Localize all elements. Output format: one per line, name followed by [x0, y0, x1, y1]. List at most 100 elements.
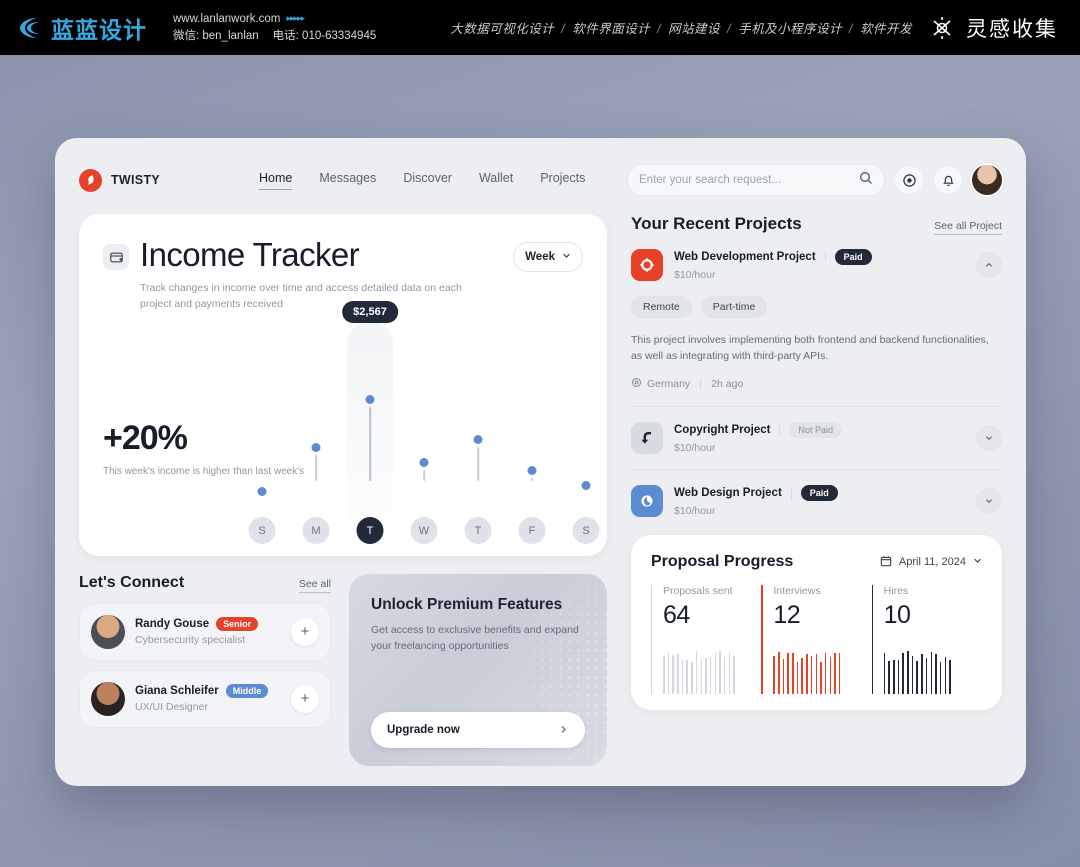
tick: [898, 660, 900, 694]
nav-item-messages[interactable]: Messages: [319, 171, 376, 190]
stat-label: Hires: [884, 585, 982, 597]
nav-item-home[interactable]: Home: [259, 171, 292, 190]
chart-data-point[interactable]: [312, 443, 321, 452]
chart-day-column[interactable]: S: [239, 309, 285, 552]
status-badge: Paid: [801, 485, 838, 501]
tick: [926, 658, 928, 694]
tick: [792, 653, 794, 694]
chart-day-label[interactable]: T: [357, 517, 384, 544]
chart-day-label[interactable]: S: [249, 517, 276, 544]
arrows-icon: ▸▸▸▸▸: [286, 13, 304, 24]
project-time: 2h ago: [711, 378, 743, 390]
period-label: Week: [525, 251, 555, 263]
person-role: Cybersecurity specialist: [135, 634, 291, 646]
chart-track: [477, 447, 479, 481]
connect-title: Let's Connect: [79, 574, 184, 592]
expand-project-button[interactable]: [976, 488, 1002, 514]
stat-rule: [872, 585, 873, 694]
lets-connect-section: Let's Connect See all Randy Gouse Senior…: [79, 574, 331, 766]
connect-see-all-link[interactable]: See all: [299, 578, 331, 593]
app-window: TWISTY Home Messages Discover Wallet Pro…: [55, 138, 1026, 786]
chart-day-column[interactable]: $2,567 T: [347, 309, 393, 552]
project-item[interactable]: Web Design Project Paid $10/hour: [631, 485, 1002, 517]
project-rate: $10/hour: [674, 505, 976, 517]
income-tracker-card: Income Tracker Week Track changes in inc…: [79, 214, 607, 556]
collapse-project-button[interactable]: [976, 252, 1002, 278]
tick: [912, 656, 914, 694]
nav-item-projects[interactable]: Projects: [540, 171, 585, 190]
chart-day-label[interactable]: T: [465, 517, 492, 544]
chart-day-label[interactable]: M: [303, 517, 330, 544]
project-item[interactable]: Copyright Project Not Paid $10/hour: [631, 422, 1002, 454]
nav-item-wallet[interactable]: Wallet: [479, 171, 513, 190]
chart-data-point[interactable]: [420, 458, 429, 467]
person-name: Giana Schleifer: [135, 685, 219, 697]
upgrade-button[interactable]: Upgrade now: [371, 712, 585, 748]
chart-day-column[interactable]: M: [293, 309, 339, 552]
status-badge: Paid: [835, 249, 872, 265]
chart-day-label[interactable]: F: [519, 517, 546, 544]
list-item[interactable]: Giana Schleifer Middle UX/UI Designer +: [79, 670, 331, 728]
tick: [677, 654, 679, 694]
status-badge: Middle: [226, 684, 269, 698]
chart-data-point[interactable]: [366, 395, 375, 404]
search-input[interactable]: [639, 174, 859, 186]
tick: [705, 658, 707, 695]
expand-project-button[interactable]: [976, 425, 1002, 451]
chart-day-label[interactable]: W: [411, 517, 438, 544]
add-contact-button[interactable]: +: [291, 685, 319, 713]
search-box[interactable]: [627, 164, 885, 196]
tick: [839, 653, 841, 694]
recent-projects-section: Your Recent Projects See all Project: [631, 214, 1002, 517]
chart-day-label[interactable]: S: [573, 517, 600, 544]
person-meta: Giana Schleifer Middle UX/UI Designer: [135, 684, 291, 713]
period-selector[interactable]: Week: [513, 242, 583, 272]
target-icon[interactable]: [894, 165, 924, 195]
bell-icon[interactable]: [933, 165, 963, 195]
service-separator: /: [845, 22, 857, 36]
chart-data-point[interactable]: [258, 487, 267, 496]
banner-phone: 电话: 010-63334945: [273, 29, 377, 43]
stat-ticks: [663, 650, 761, 694]
avatar: [91, 615, 125, 649]
chart-day-column[interactable]: T: [455, 309, 501, 552]
location-icon: [631, 377, 642, 391]
list-item[interactable]: Randy Gouse Senior Cybersecurity special…: [79, 603, 331, 661]
project-description: This project involves implementing both …: [631, 332, 1002, 365]
chart-day-column[interactable]: S: [563, 309, 609, 552]
chart-day-column[interactable]: F: [509, 309, 555, 552]
chart-data-point[interactable]: [582, 481, 591, 490]
project-rate: $10/hour: [674, 442, 976, 454]
divider: [631, 406, 1002, 407]
web-development-project-icon: [631, 249, 663, 281]
stat-ticks: [884, 650, 982, 694]
connect-header: Let's Connect See all: [79, 574, 331, 593]
user-avatar[interactable]: [972, 165, 1002, 195]
premium-title: Unlock Premium Features: [371, 596, 585, 614]
projects-see-all-link[interactable]: See all Project: [934, 220, 1002, 235]
chart-data-point[interactable]: [528, 466, 537, 475]
tick: [778, 652, 780, 695]
brand[interactable]: TWISTY: [79, 169, 259, 192]
person-name: Randy Gouse: [135, 618, 209, 630]
service-separator: /: [557, 22, 569, 36]
left-bottom-row: Let's Connect See all Randy Gouse Senior…: [79, 574, 607, 766]
project-tags: Remote Part-time: [631, 296, 1002, 318]
main-nav: Home Messages Discover Wallet Projects: [259, 171, 585, 190]
app-content: Income Tracker Week Track changes in inc…: [79, 214, 1002, 766]
chart-data-point[interactable]: [474, 435, 483, 444]
app-header: TWISTY Home Messages Discover Wallet Pro…: [79, 158, 1002, 202]
tick: [724, 657, 726, 694]
premium-card: Unlock Premium Features Get access to ex…: [349, 574, 607, 766]
add-contact-button[interactable]: +: [291, 618, 319, 646]
status-badge: Not Paid: [789, 422, 842, 438]
service-separator: /: [723, 22, 735, 36]
left-column: Income Tracker Week Track changes in inc…: [79, 214, 607, 766]
tick: [830, 657, 832, 694]
chart-day-column[interactable]: W: [401, 309, 447, 552]
nav-item-discover[interactable]: Discover: [403, 171, 452, 190]
person-role: UX/UI Designer: [135, 701, 291, 713]
date-picker[interactable]: April 11, 2024: [880, 555, 982, 570]
income-title: Income Tracker: [140, 236, 359, 274]
right-column: Your Recent Projects See all Project: [631, 214, 1002, 766]
